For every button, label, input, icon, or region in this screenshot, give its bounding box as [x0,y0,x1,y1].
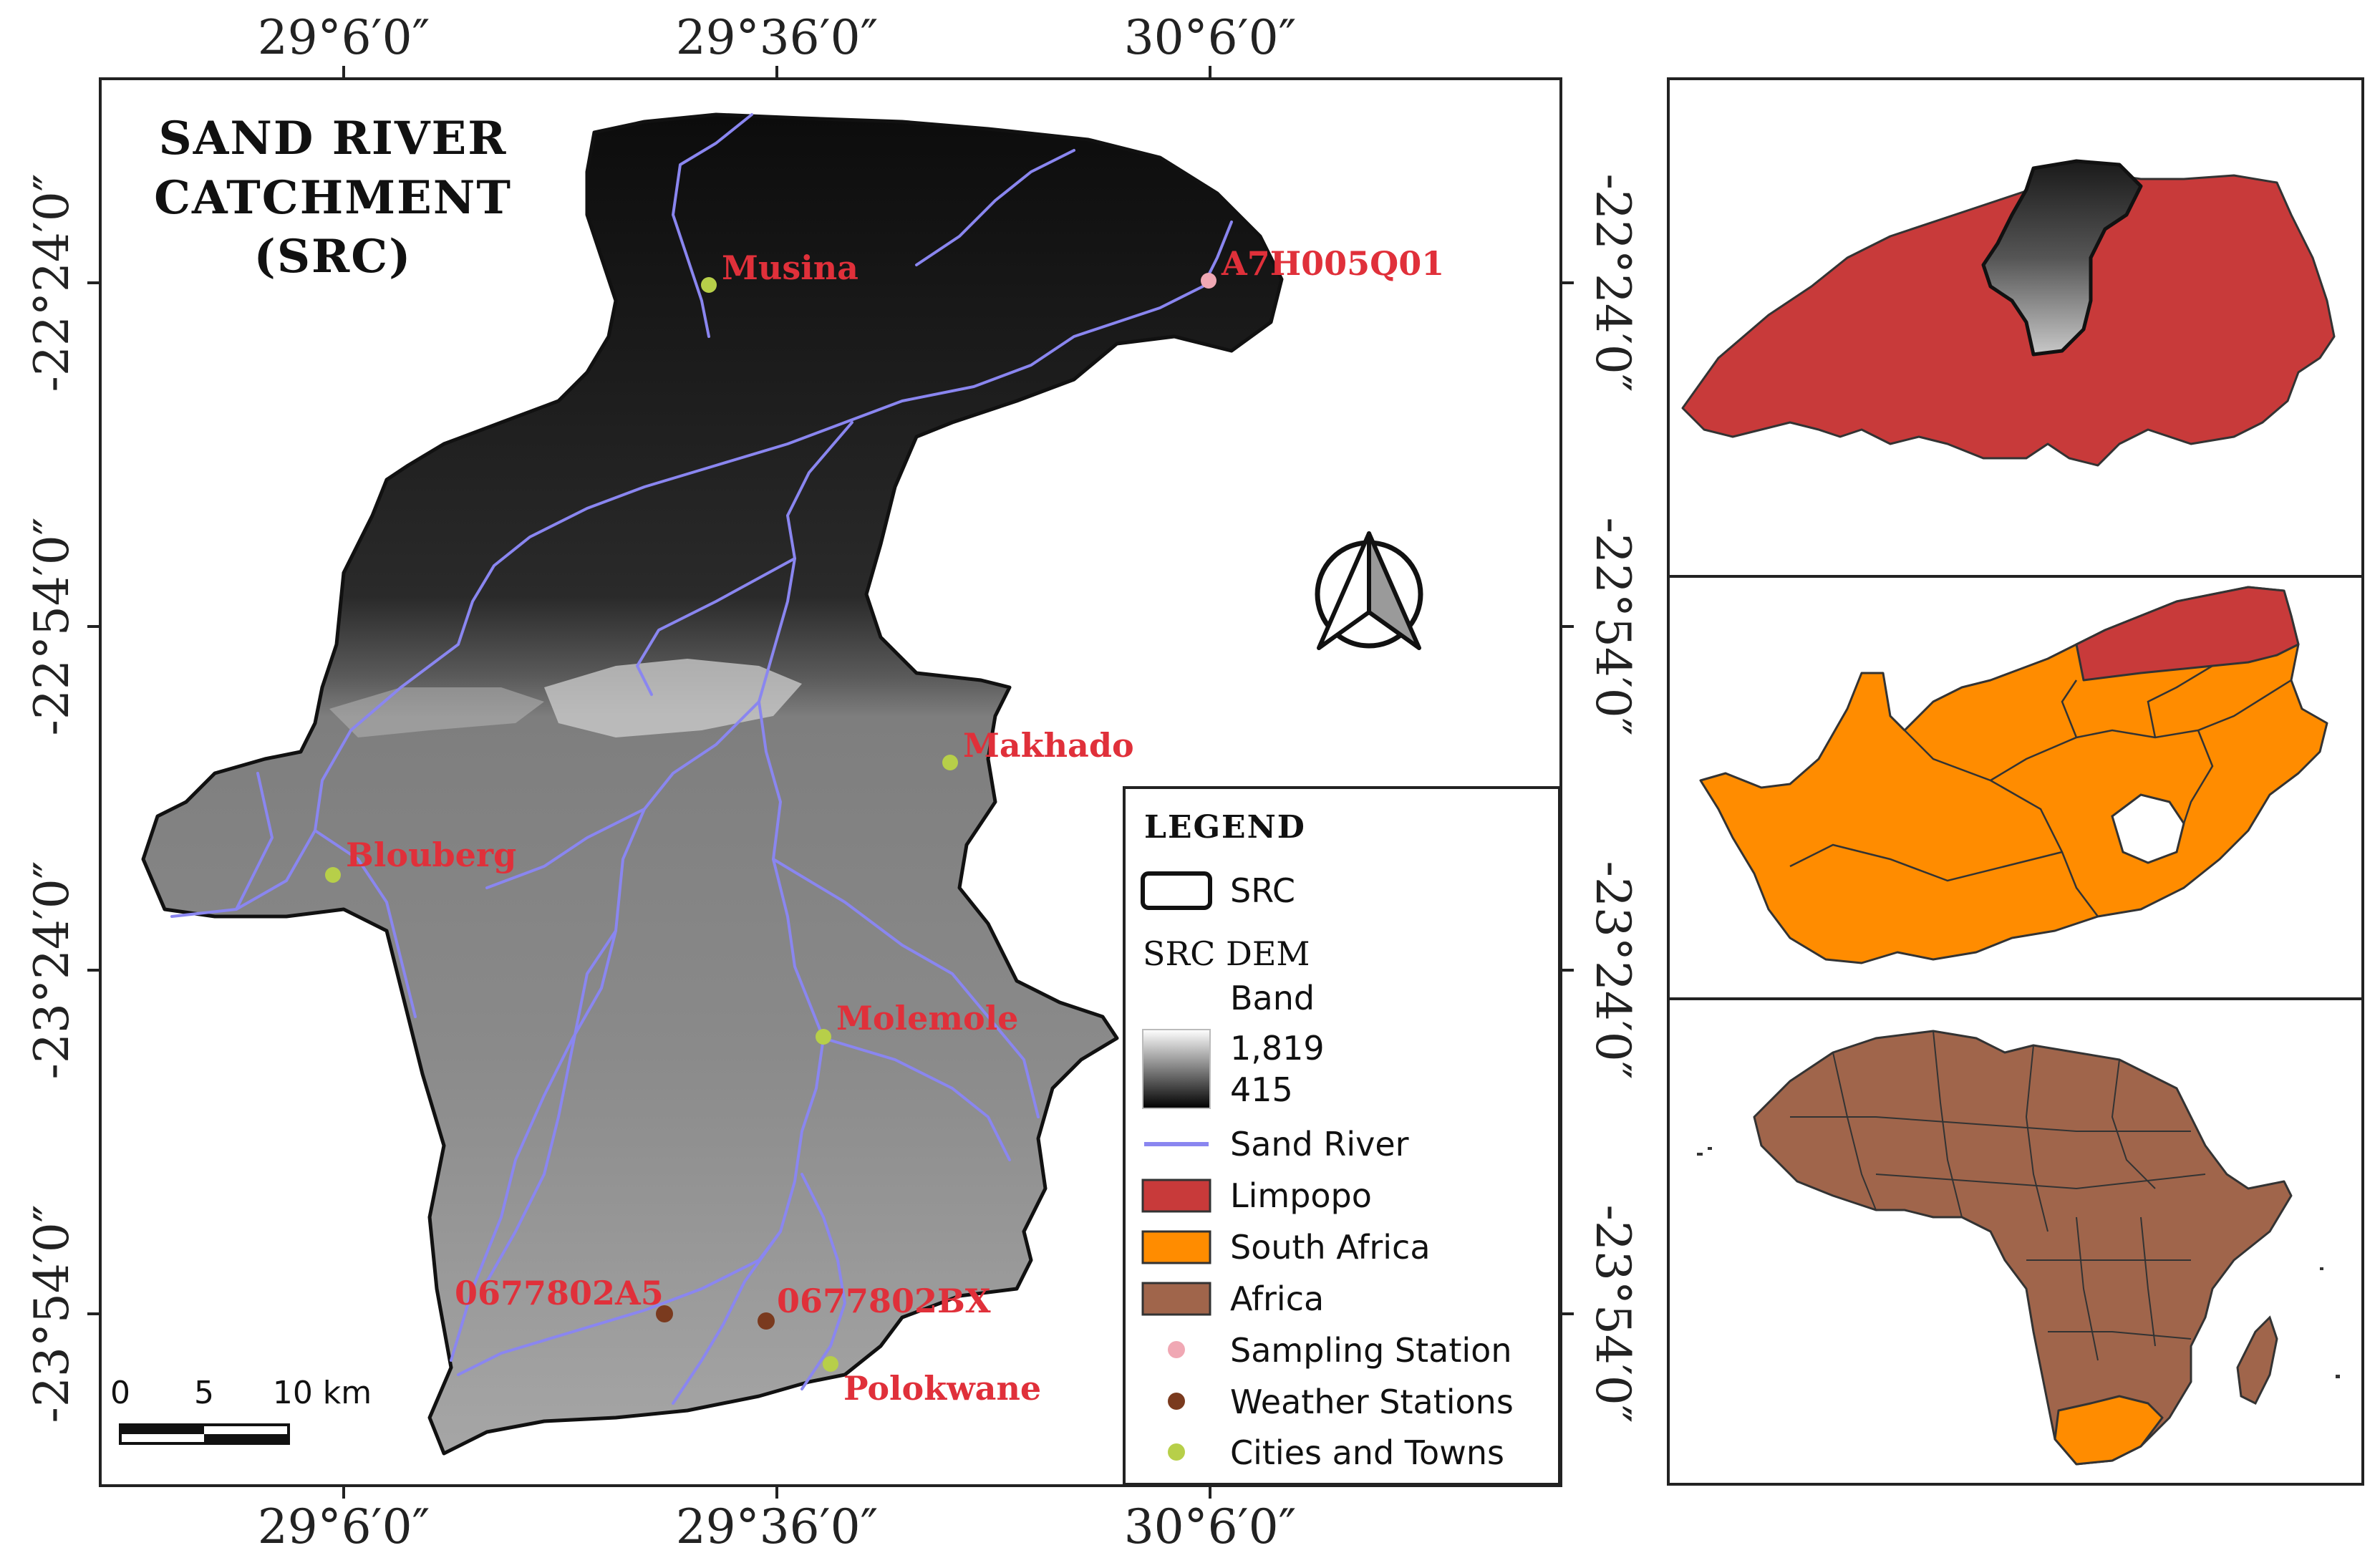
place-label-weather-station-1: 0677802A5 [455,1274,664,1312]
legend-dem-title: SRC DEM [1143,934,1310,973]
scalebar-tick-10: 10 km [273,1375,372,1411]
legend-cities-label: Cities and Towns [1230,1433,1504,1472]
map-title-line3: (SRC) [254,230,412,284]
bottom-longitude-label: 29°6′0″ [258,1499,430,1554]
dem-highland-band [329,687,544,737]
legend-title: LEGEND [1144,809,1306,846]
legend-dem-min: 415 [1230,1070,1293,1109]
right-latitude-label: -22°54′0″ [1585,518,1640,736]
legend-africa-label: Africa [1230,1279,1324,1318]
weather-station-marker [758,1312,775,1330]
scalebar-tick-0: 0 [110,1375,130,1411]
legend-dem-ramp [1142,1029,1211,1109]
left-latitude-label: -22°24′0″ [24,174,79,392]
legend-sampling-swatch [1168,1341,1185,1358]
sampling-station-marker [1201,273,1216,289]
legend-cities-swatch [1168,1443,1185,1461]
scalebar-tick-5: 5 [194,1375,214,1411]
place-label-weather-station-2: 0677802BX [777,1282,991,1320]
city-marker-makhado [942,755,958,770]
inset-src-catchment-shape [1981,159,2143,357]
left-latitude-label: -23°24′0″ [24,861,79,1080]
province-boundaries [1789,664,2292,917]
legend-weather-label: Weather Stations [1230,1383,1514,1421]
africa-continent-shape [1753,1030,2293,1466]
legend-weather-swatch [1168,1393,1185,1410]
inset-south-africa-highlight-shape [2054,1395,2164,1466]
city-marker-molemole [816,1029,831,1045]
dem-highland-band [544,659,802,737]
legend-river-label: Sand River [1230,1125,1409,1163]
legend-band-label: Band [1230,979,1315,1017]
weather-station-marker [656,1305,673,1322]
right-latitude-label: -22°24′0″ [1585,174,1640,392]
legend-limpopo-swatch [1141,1179,1211,1213]
lesotho-shape [2111,793,2185,864]
legend-limpopo-label: Limpopo [1230,1176,1372,1215]
legend-src-swatch [1141,871,1212,910]
place-label-sampling-station: A7H005Q01 [1221,244,1444,283]
place-label-makhado: Makhado [963,726,1134,765]
bottom-longitude-label: 30°6′0″ [1124,1499,1297,1554]
right-latitude-label: -23°54′0″ [1585,1205,1640,1423]
small-islands [1697,1147,2340,1378]
place-label-blouberg: Blouberg [346,836,516,874]
place-label-polokwane: Polokwane [843,1369,1041,1408]
map-title-line1: SAND RIVER [159,112,508,165]
top-longitude-label: 29°36′0″ [676,10,879,65]
top-longitude-label: 29°6′0″ [258,10,430,65]
legend-south-africa-label: South Africa [1230,1228,1431,1267]
place-label-musina: Musina [722,248,858,287]
city-marker-musina [701,277,717,293]
left-latitude-label: -22°54′0″ [24,518,79,736]
place-label-molemole: Molemole [836,999,1018,1037]
legend-dem-max: 1,819 [1230,1029,1325,1068]
legend-sampling-label: Sampling Station [1230,1331,1511,1370]
legend-south-africa-swatch [1141,1230,1211,1264]
sand-river-network [170,113,1233,1405]
africa-country-boundaries [1790,1030,2206,1361]
bottom-longitude-label: 29°36′0″ [676,1499,879,1554]
city-marker-polokwane [823,1356,838,1372]
map-title-line2: CATCHMENT [154,171,512,225]
right-latitude-label: -23°24′0″ [1585,861,1640,1080]
legend-africa-swatch [1141,1282,1211,1316]
scale-bar [119,1423,290,1445]
madagascar-shape [2236,1315,2278,1405]
south-africa-country-shape [1699,586,2328,964]
left-latitude-label: -23°54′0″ [24,1205,79,1423]
legend-src-label: SRC [1230,871,1295,910]
inset-limpopo-highlight-shape [2075,586,2300,682]
src-catchment-boundary [141,112,1284,1456]
top-longitude-label: 30°6′0″ [1124,10,1297,65]
north-arrow-icon [1315,531,1423,650]
limpopo-province-shape [1681,170,2336,467]
city-marker-blouberg [325,867,341,883]
